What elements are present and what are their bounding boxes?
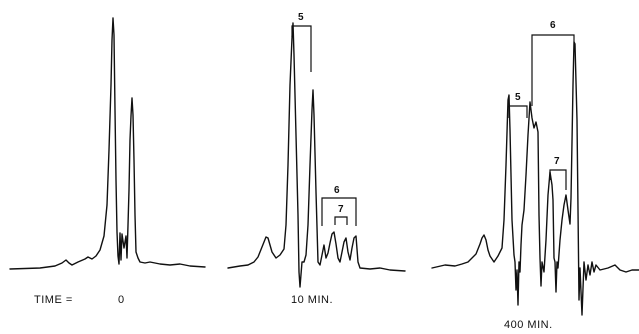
spectrum-trace-time-10-min — [227, 22, 406, 288]
bracket-5: 5 — [291, 12, 312, 72]
panel-time-400-min: 5 6 7 400 MIN. — [431, 20, 639, 331]
bracket-5-line — [291, 25, 312, 72]
time-label-0: 0 — [118, 294, 125, 306]
bracket-6-label: 6 — [550, 20, 556, 31]
bracket-6-label: 6 — [334, 185, 340, 196]
time-label-400-min: 400 MIN. — [504, 319, 553, 331]
spectrum-trace-time-400-min — [431, 41, 639, 316]
bracket-7-label: 7 — [554, 156, 560, 167]
time-label-prefix: TIME = — [34, 294, 73, 306]
bracket-6: 6 — [321, 185, 357, 226]
time-label-10-min: 10 MIN. — [291, 294, 333, 306]
bracket-6-line — [321, 197, 357, 226]
bracket-7-line — [549, 169, 567, 190]
bracket-6-line — [531, 34, 575, 106]
bracket-5-label: 5 — [298, 12, 304, 23]
bracket-5: 5 — [508, 92, 528, 118]
bracket-7-line — [334, 216, 348, 225]
panel-time-0: TIME = 0 — [9, 17, 206, 306]
bracket-5-label: 5 — [515, 92, 521, 103]
bracket-7-label: 7 — [338, 204, 344, 215]
bracket-6: 6 — [531, 20, 575, 106]
bracket-5-line — [508, 105, 528, 118]
spectrum-trace-time-0 — [9, 17, 206, 270]
bracket-7: 7 — [549, 156, 567, 190]
panel-time-10-min: 5 6 7 10 MIN. — [227, 12, 406, 306]
bracket-7: 7 — [334, 204, 348, 225]
